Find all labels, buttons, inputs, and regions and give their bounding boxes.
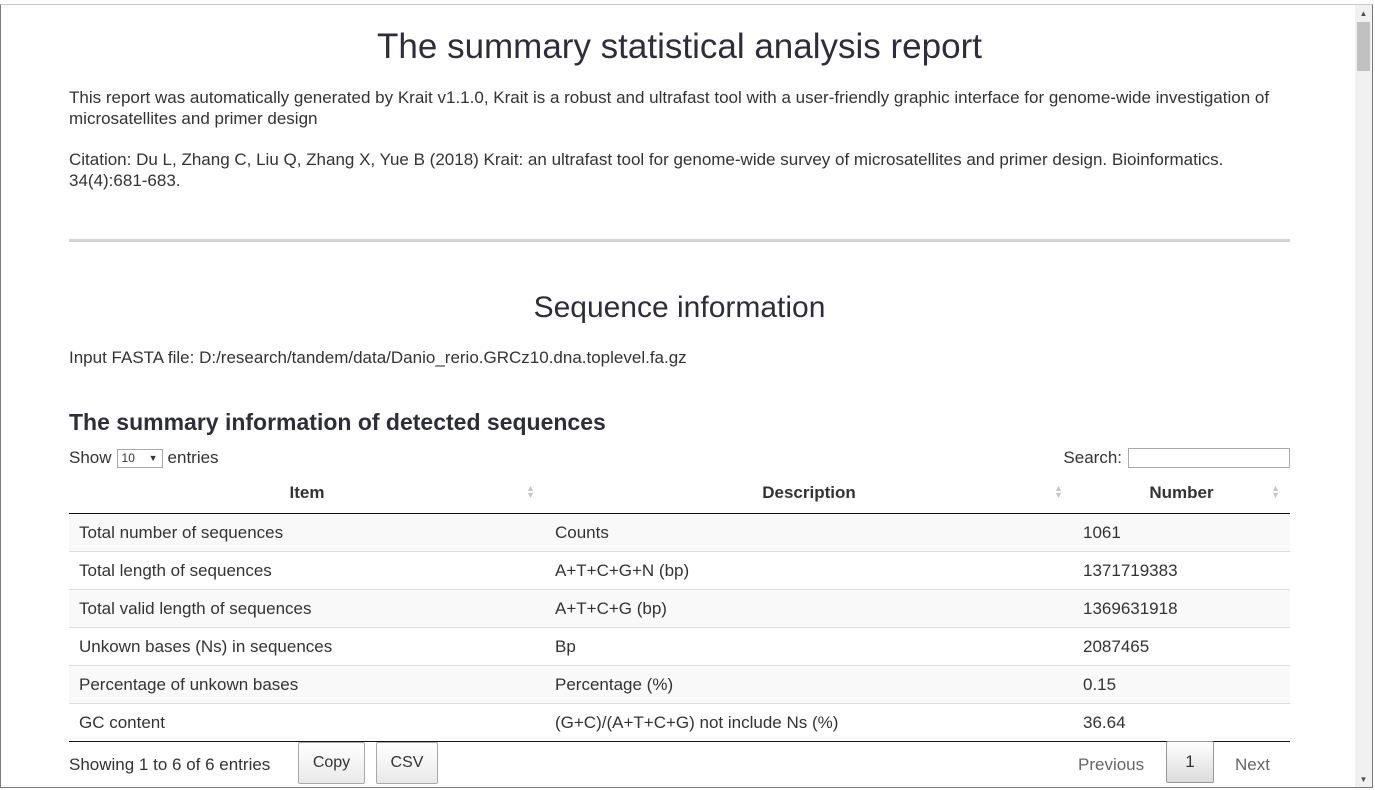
summary-table: Item ▲ ▼ Description ▲ ▼ Number ▲ ▼ Total n…	[69, 473, 1290, 742]
table-search: Search:	[1063, 448, 1290, 468]
cell-number: 36.64	[1073, 703, 1290, 742]
page-1-button[interactable]: 1	[1166, 741, 1214, 783]
sort-icon: ▲ ▼	[526, 483, 535, 500]
vertical-scrollbar[interactable]: ▲ ▼	[1355, 5, 1372, 787]
cell-description: Percentage (%)	[545, 665, 1073, 704]
report-title: The summary statistical analysis report	[377, 27, 982, 66]
cell-item: GC content	[69, 703, 545, 742]
column-header-label: Number	[1149, 483, 1214, 502]
search-label: Search:	[1063, 448, 1122, 467]
cell-description: Bp	[545, 627, 1073, 666]
table-title: The summary information of detected sequ…	[69, 409, 606, 435]
table-row: Total valid length of sequences A+T+C+G …	[69, 589, 1290, 628]
arrow-up-icon[interactable]: ▲	[1359, 9, 1368, 18]
table-header-row: Item ▲ ▼ Description ▲ ▼ Number ▲ ▼	[69, 473, 1290, 514]
fasta-file-path: Input FASTA file: D:/research/tandem/dat…	[69, 348, 687, 367]
table-row: Total number of sequences Counts 1061	[69, 513, 1290, 552]
arrow-down-icon[interactable]: ▼	[1359, 775, 1368, 784]
show-label: Show	[69, 448, 112, 467]
sort-icon: ▲ ▼	[1054, 483, 1063, 500]
table-row: Percentage of unkown bases Percentage (%…	[69, 665, 1290, 704]
sort-icon: ▲ ▼	[1271, 483, 1280, 500]
previous-page-button[interactable]: Previous	[1078, 755, 1145, 774]
cell-description: (G+C)/(A+T+C+G) not include Ns (%)	[545, 703, 1073, 742]
cell-item: Total length of sequences	[69, 551, 545, 590]
column-header-label: Description	[762, 483, 856, 502]
cell-item: Percentage of unkown bases	[69, 665, 545, 704]
cell-description: A+T+C+G (bp)	[545, 589, 1073, 628]
csv-button[interactable]: CSV	[376, 742, 438, 784]
caret-down-icon: ▼	[148, 453, 158, 463]
section-divider	[69, 239, 1290, 242]
cell-number: 1061	[1073, 513, 1290, 552]
entries-label: entries	[167, 448, 219, 467]
cell-description: A+T+C+G+N (bp)	[545, 551, 1073, 590]
column-header-number[interactable]: Number ▲ ▼	[1073, 473, 1290, 514]
copy-button[interactable]: Copy	[298, 742, 365, 784]
page-length-control: Show 10 ▼ entries	[69, 448, 219, 468]
cell-number: 0.15	[1073, 665, 1290, 704]
column-header-item[interactable]: Item ▲ ▼	[69, 473, 545, 514]
browser-viewport: The summary statistical analysis report …	[0, 4, 1373, 788]
cell-number: 2087465	[1073, 627, 1290, 666]
column-header-description[interactable]: Description ▲ ▼	[545, 473, 1073, 514]
search-input[interactable]	[1128, 448, 1290, 468]
column-header-label: Item	[289, 483, 325, 502]
table-row: Unkown bases (Ns) in sequences Bp 208746…	[69, 627, 1290, 666]
page-length-select[interactable]: 10 ▼	[116, 448, 163, 468]
page-length-value: 10	[121, 451, 135, 465]
next-page-button[interactable]: Next	[1235, 755, 1270, 774]
cell-number: 1371719383	[1073, 551, 1290, 590]
cell-item: Total valid length of sequences	[69, 589, 545, 628]
scrollbar-thumb[interactable]	[1357, 22, 1370, 71]
table-info: Showing 1 to 6 of 6 entries	[69, 755, 271, 774]
table-row: GC content (G+C)/(A+T+C+G) not include N…	[69, 703, 1290, 742]
section-title: Sequence information	[533, 291, 826, 324]
cell-number: 1369631918	[1073, 589, 1290, 628]
table-row: Total length of sequences A+T+C+G+N (bp)…	[69, 551, 1290, 590]
cell-description: Counts	[545, 513, 1073, 552]
cell-item: Unkown bases (Ns) in sequences	[69, 627, 545, 666]
report-intro: This report was automatically generated …	[69, 88, 1270, 128]
cell-item: Total number of sequences	[69, 513, 545, 552]
report-citation: Citation: Du L, Zhang C, Liu Q, Zhang X,…	[69, 150, 1224, 190]
